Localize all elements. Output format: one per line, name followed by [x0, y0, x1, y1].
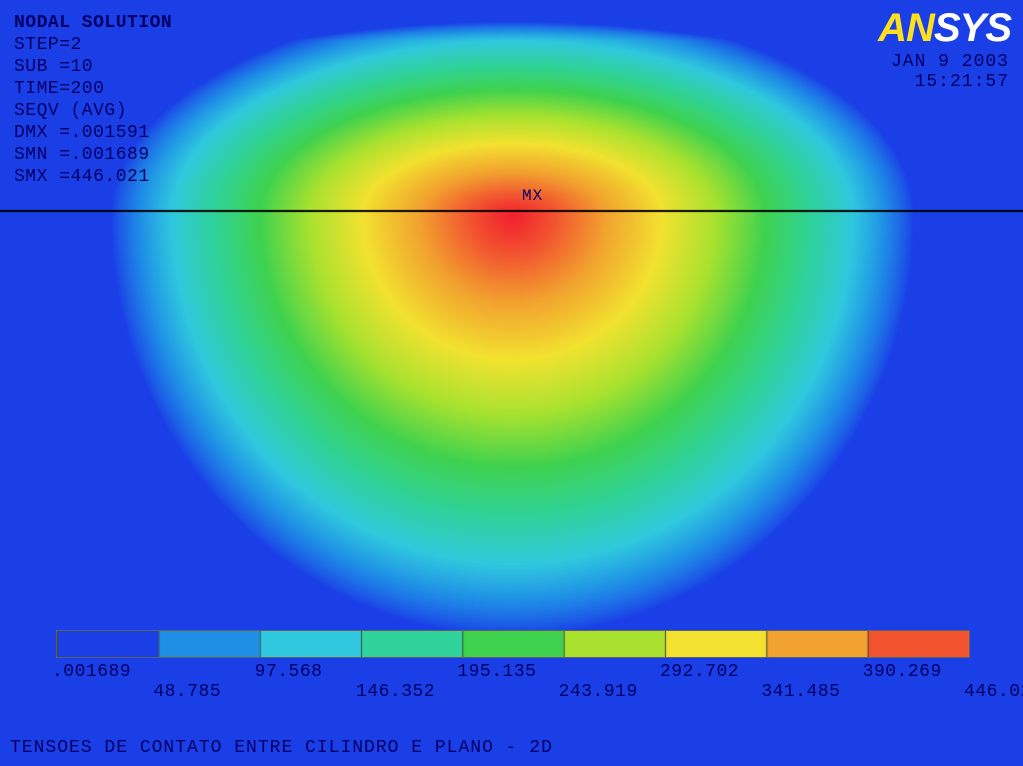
solution-title: NODAL SOLUTION: [14, 12, 172, 34]
legend-tick-top: 292.702: [660, 662, 739, 682]
legend-tick-bottom: 446.021: [964, 682, 1023, 702]
meta-line: DMX =.001591: [14, 122, 172, 144]
color-legend: .00168997.568195.135292.702390.26948.785…: [56, 630, 968, 702]
legend-tick-top: 195.135: [457, 662, 536, 682]
logo-prefix: AN: [878, 6, 934, 50]
logo-suffix: SYS: [934, 6, 1011, 50]
ansys-logo: ANSYS: [878, 6, 1011, 51]
meta-line: SEQV (AVG): [14, 100, 172, 122]
legend-tick-top: 390.269: [863, 662, 942, 682]
legend-tick-bottom: 243.919: [559, 682, 638, 702]
plot-date: JAN 9 2003: [891, 52, 1009, 72]
meta-line: STEP=2: [14, 34, 172, 56]
legend-colorbar: [56, 630, 970, 658]
plot-time: 15:21:57: [915, 72, 1009, 92]
solution-meta-block: NODAL SOLUTION STEP=2SUB =10TIME=200SEQV…: [14, 12, 172, 188]
legend-tick-top: 97.568: [255, 662, 323, 682]
legend-tick-labels: .00168997.568195.135292.702390.26948.785…: [56, 658, 968, 702]
legend-tick-bottom: 341.485: [761, 682, 840, 702]
meta-line: SUB =10: [14, 56, 172, 78]
plot-footer-title: TENSOES DE CONTATO ENTRE CILINDRO E PLAN…: [10, 738, 553, 758]
max-marker-label: MX: [522, 187, 543, 205]
meta-line: SMN =.001689: [14, 144, 172, 166]
meta-line: TIME=200: [14, 78, 172, 100]
legend-tick-top: .001689: [52, 662, 131, 682]
meta-line: SMX =446.021: [14, 166, 172, 188]
legend-tick-bottom: 146.352: [356, 682, 435, 702]
legend-tick-bottom: 48.785: [153, 682, 221, 702]
